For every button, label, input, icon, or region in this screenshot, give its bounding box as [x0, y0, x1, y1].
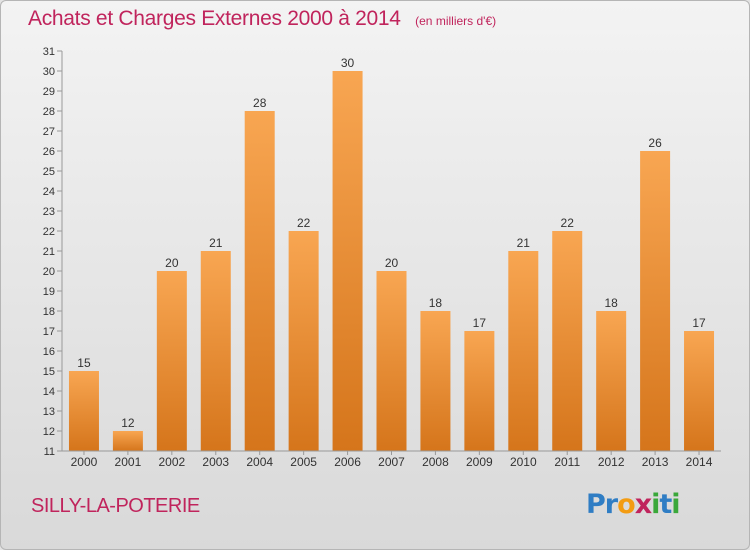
x-tick-label: 2013 — [642, 455, 669, 469]
x-tick-label: 2010 — [510, 455, 537, 469]
y-tick-label: 19 — [43, 286, 55, 298]
bar-value-label: 18 — [604, 296, 618, 310]
x-tick-label: 2005 — [290, 455, 317, 469]
bar-2006 — [332, 71, 363, 451]
bar-2009 — [464, 331, 495, 451]
bar-value-label: 17 — [473, 316, 487, 330]
bar-2013 — [640, 151, 671, 451]
bar-2014 — [684, 331, 715, 451]
logo-letter: r — [604, 489, 618, 520]
proxiti-logo[interactable]: Proxiti — [586, 489, 681, 520]
bar-2007 — [376, 271, 407, 451]
bar-2005 — [288, 231, 319, 451]
x-tick-label: 2007 — [378, 455, 405, 469]
x-tick-label: 2003 — [202, 455, 229, 469]
y-tick-label: 12 — [43, 426, 55, 438]
bar-2000 — [68, 371, 99, 451]
location-name: SILLY-LA-POTERIE — [31, 495, 200, 517]
y-tick-label: 30 — [43, 66, 55, 78]
chart-unit: (en milliers d'€) — [415, 14, 497, 28]
x-tick-label: 2002 — [158, 455, 185, 469]
logo-letter: i — [671, 489, 680, 520]
y-tick-label: 20 — [43, 266, 55, 278]
bar-2008 — [420, 311, 451, 451]
x-tick-label: 2001 — [115, 455, 142, 469]
y-tick-label: 13 — [43, 406, 55, 418]
bar-value-label: 21 — [517, 236, 531, 250]
x-tick-label: 2012 — [598, 455, 625, 469]
bar-value-label: 28 — [253, 96, 267, 110]
logo-letter: i — [651, 489, 660, 520]
y-tick-label: 21 — [43, 246, 55, 258]
y-tick-label: 29 — [43, 86, 55, 98]
bar-value-label: 22 — [297, 216, 311, 230]
bar-2001 — [112, 431, 143, 451]
y-tick-label: 25 — [43, 166, 55, 178]
bar-2012 — [596, 311, 627, 451]
y-tick-label: 22 — [43, 226, 55, 238]
y-tick-label: 15 — [43, 366, 55, 378]
x-tick-label: 2008 — [422, 455, 449, 469]
x-tick-label: 2006 — [334, 455, 361, 469]
bar-value-label: 22 — [561, 216, 575, 230]
chart-title: Achats et Charges Externes 2000 à 2014 — [28, 7, 401, 30]
bar-2010 — [508, 251, 539, 451]
y-tick-label: 27 — [43, 126, 55, 138]
logo-letter: P — [586, 489, 606, 520]
y-tick-label: 24 — [43, 186, 55, 198]
y-tick-label: 31 — [43, 46, 55, 58]
bar-2011 — [552, 231, 583, 451]
logo-letter: x — [634, 489, 652, 520]
x-tick-label: 2011 — [554, 455, 580, 469]
bar-value-label: 20 — [165, 256, 179, 270]
axes-group: 2000 2001 2002 2003 2004 2005 2006 2007 2008 2009… — [43, 46, 721, 469]
y-tick-label: 23 — [43, 206, 55, 218]
x-tick-label: 2000 — [71, 455, 98, 469]
title-row: Achats et Charges Externes 2000 à 2014 (… — [28, 7, 496, 31]
bars-group: 15 12 20 21 28 22 30 20 18 17 21 22 18 26 17 — [68, 56, 715, 451]
bar-2002 — [156, 271, 187, 451]
bar-value-label: 26 — [648, 136, 662, 150]
x-tick-label: 2004 — [246, 455, 273, 469]
logo-letter: o — [617, 489, 636, 520]
y-tick-label: 14 — [43, 386, 55, 398]
bar-value-label: 21 — [209, 236, 223, 250]
y-tick-label: 11 — [44, 446, 55, 458]
x-tick-label: 2014 — [686, 455, 713, 469]
y-tick-label: 28 — [43, 106, 55, 118]
logo-letter: t — [659, 489, 672, 520]
bar-value-label: 17 — [692, 316, 706, 330]
bar-value-label: 20 — [385, 256, 399, 270]
bar-value-label: 15 — [77, 356, 91, 370]
bar-2003 — [200, 251, 231, 451]
bar-value-label: 12 — [121, 416, 135, 430]
y-tick-label: 26 — [43, 146, 55, 158]
y-tick-label: 16 — [43, 346, 55, 358]
y-tick-label: 18 — [43, 306, 55, 318]
bar-2004 — [244, 111, 275, 451]
y-tick-label: 17 — [43, 326, 55, 338]
bar-value-label: 18 — [429, 296, 443, 310]
x-tick-label: 2009 — [466, 455, 493, 469]
bar-value-label: 30 — [341, 56, 355, 70]
